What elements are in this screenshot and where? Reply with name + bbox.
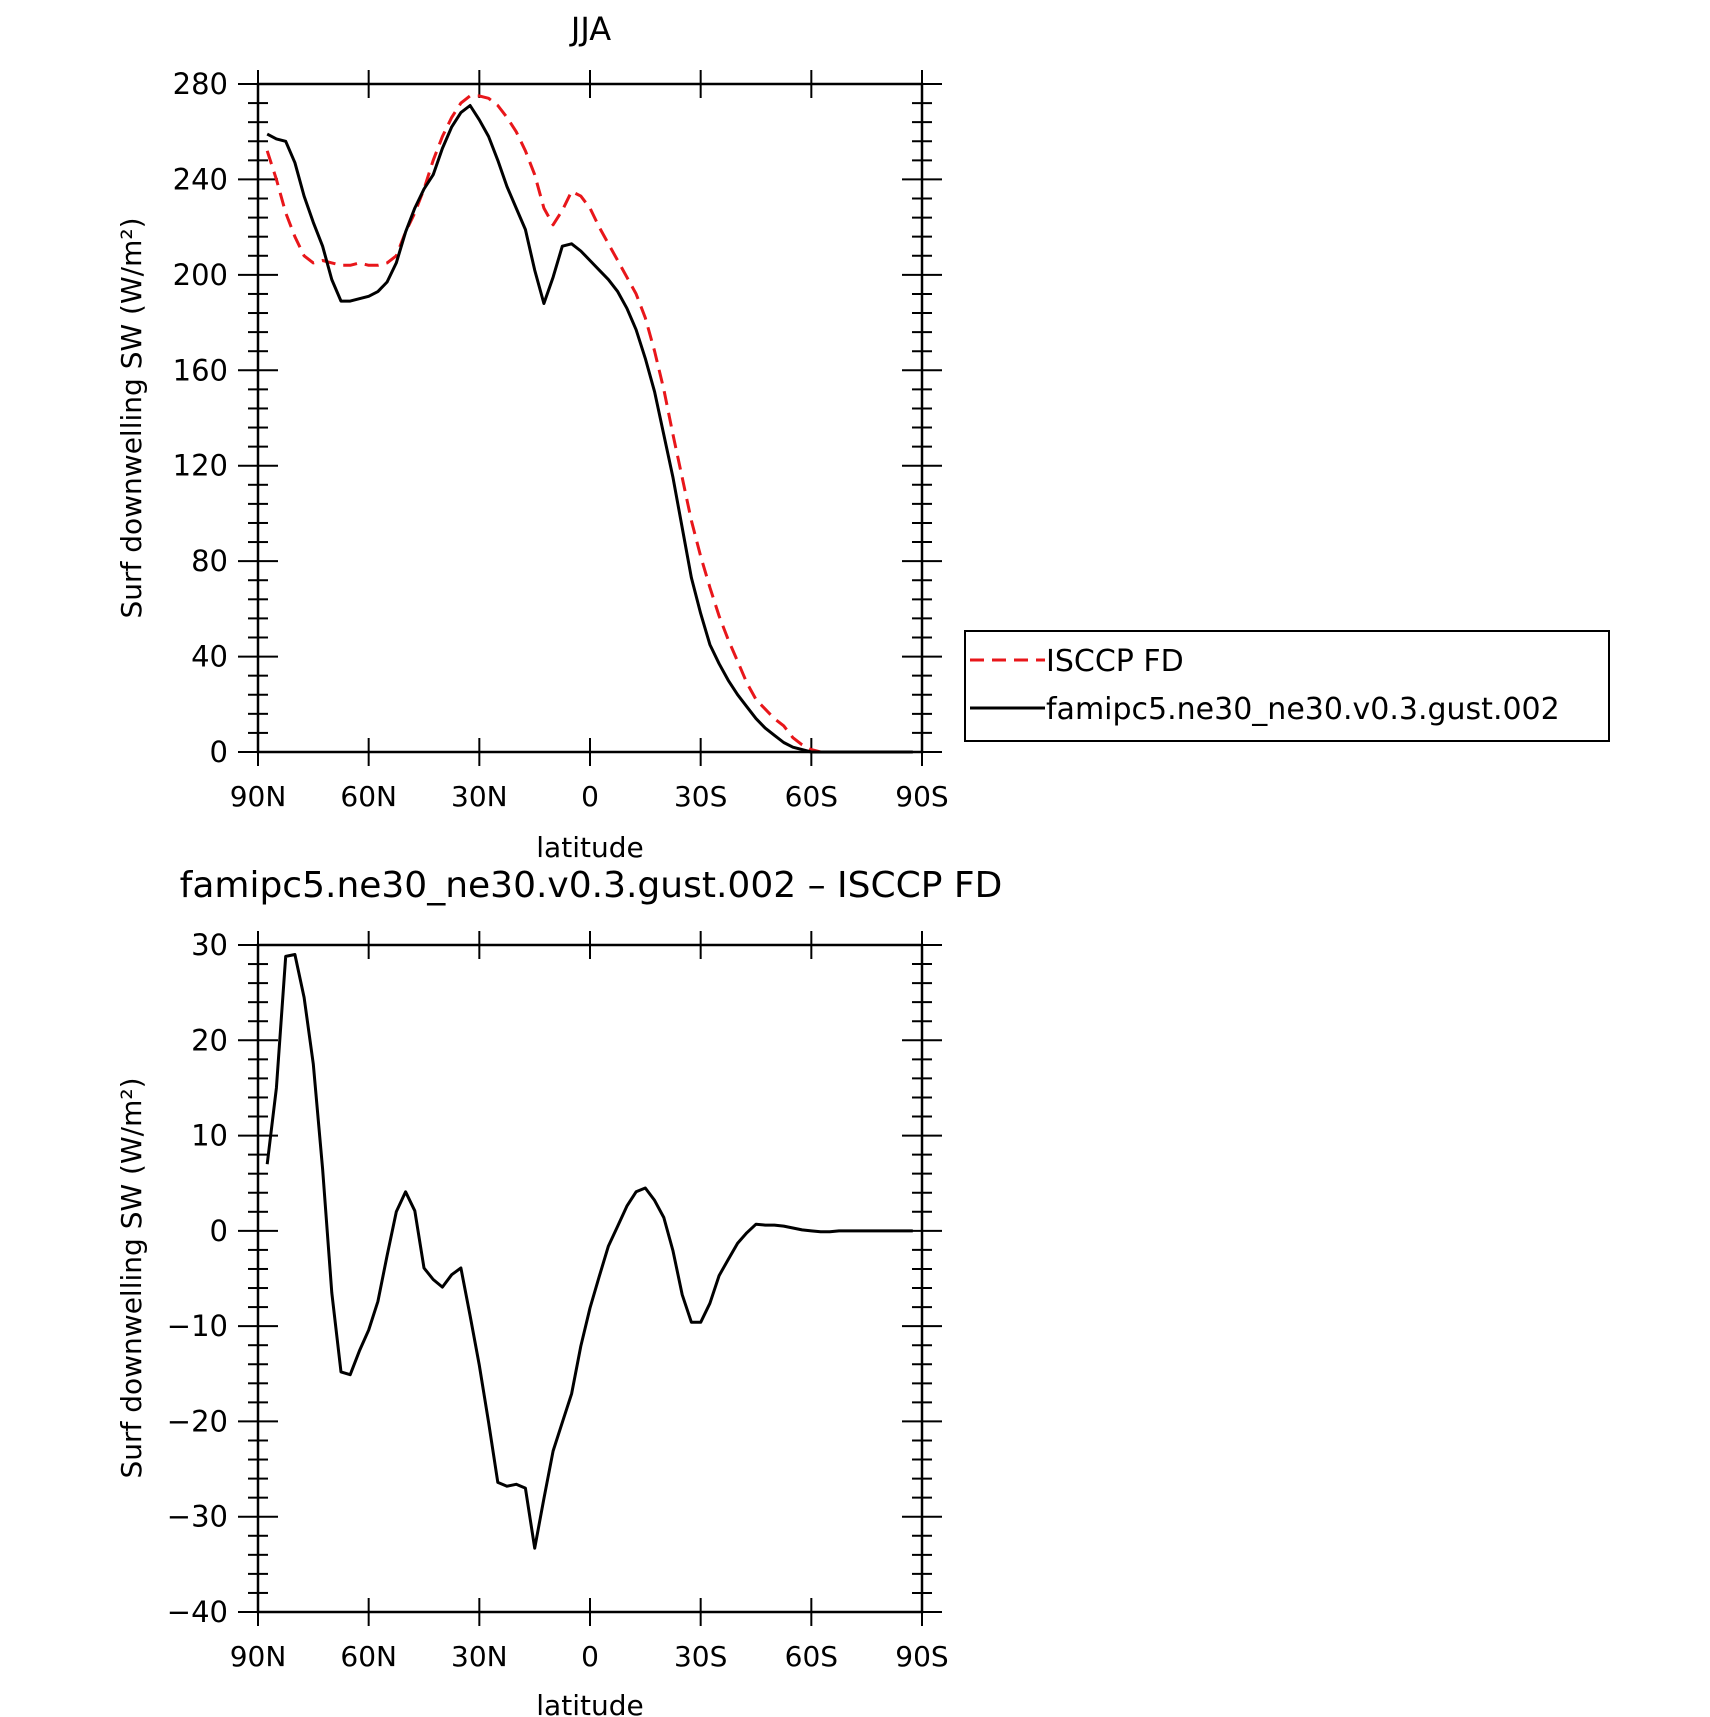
x-tick-label: 30S	[674, 1640, 727, 1673]
y-tick-label: 120	[173, 449, 228, 483]
x-tick-label: 60S	[785, 780, 838, 813]
y-tick-label: 40	[191, 640, 228, 674]
y-tick-label: 10	[191, 1119, 228, 1153]
x-tick-label: 90N	[230, 780, 287, 813]
x-tick-label: 0	[581, 1640, 599, 1673]
x-tick-label: 30N	[451, 780, 508, 813]
x-tick-label: 0	[581, 780, 599, 813]
x-tick-label: 90N	[230, 1640, 287, 1673]
model-series-line	[266, 104, 913, 754]
x-tick-labels: 90N 60N 30N 0 30S 60S 90S	[230, 780, 949, 813]
x-tick-label: 60N	[340, 780, 397, 813]
plot-frame	[256, 82, 924, 754]
y-tick-label: 0	[210, 1214, 228, 1248]
x-axis-label: latitude	[536, 1689, 643, 1717]
x-tick-label: 90S	[895, 1640, 948, 1673]
legend: ISCCP FD famipc5.ne30_ne30.v0.3.gust.002	[964, 630, 1610, 742]
y-tick-label: 30	[191, 928, 228, 962]
x-axis-label: latitude	[536, 831, 643, 864]
y-tick-label: 160	[173, 353, 228, 387]
series-group	[265, 953, 913, 1550]
tick-marks	[238, 931, 942, 1626]
x-tick-label: 30S	[674, 780, 727, 813]
top-panel: JJA 90N 60N 30N 0 30S 60S 90S 0 40 80 120 160 200 24…	[115, 10, 1610, 864]
y-tick-label: 80	[191, 544, 228, 578]
y-tick-label: 240	[173, 162, 228, 196]
legend-label-model: famipc5.ne30_ne30.v0.3.gust.002	[1046, 692, 1560, 727]
y-tick-label: −10	[167, 1309, 228, 1343]
y-tick-label: −30	[167, 1500, 228, 1534]
y-axis-label: Surf downwelling SW (W/m²)	[115, 217, 148, 618]
x-tick-label: 30N	[451, 1640, 508, 1673]
legend-label-isccp: ISCCP FD	[1046, 644, 1184, 679]
y-tick-label: 200	[173, 258, 228, 292]
x-tick-labels: 90N 60N 30N 0 30S 60S 90S	[230, 1640, 949, 1673]
tick-marks	[238, 70, 942, 766]
y-axis-label: Surf downwelling SW (W/m²)	[115, 1077, 148, 1478]
y-tick-label: 0	[210, 735, 228, 769]
x-tick-label: 90S	[895, 780, 948, 813]
y-tick-label: −40	[167, 1595, 228, 1629]
series-group	[265, 94, 913, 754]
chart-title: JJA	[569, 10, 611, 48]
y-tick-labels: −40 −30 −20 −10 0 10 20 30	[167, 928, 228, 1629]
x-tick-label: 60N	[340, 1640, 397, 1673]
legend-box	[964, 630, 1610, 742]
isccp-series-line	[265, 94, 913, 754]
plot-frame	[256, 943, 924, 1614]
chart-title: famipc5.ne30_ne30.v0.3.gust.002 – ISCCP …	[180, 865, 1003, 906]
y-tick-label: 20	[191, 1023, 228, 1057]
y-tick-label: −20	[167, 1404, 228, 1438]
model-series-line	[265, 953, 913, 1550]
x-tick-label: 60S	[785, 1640, 838, 1673]
bottom-panel: famipc5.ne30_ne30.v0.3.gust.002 – ISCCP …	[115, 865, 1002, 1717]
y-tick-label: 280	[173, 67, 228, 101]
y-tick-labels: 0 40 80 120 160 200 240 280	[173, 67, 228, 769]
